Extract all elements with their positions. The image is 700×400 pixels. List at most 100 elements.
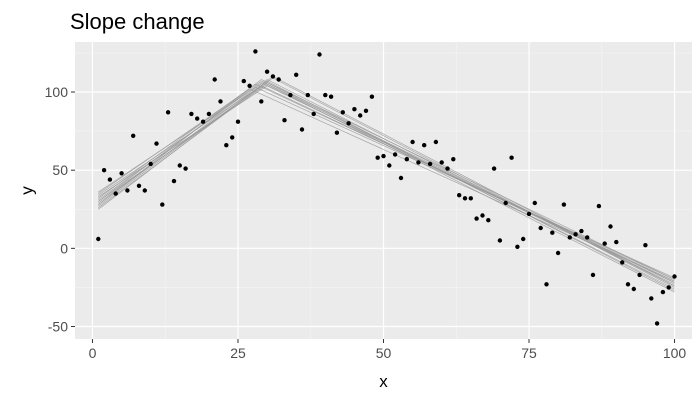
chart-title: Slope change (70, 9, 205, 34)
data-point (416, 160, 421, 165)
y-axis-ticks: -50 0 50 100 (45, 84, 75, 334)
data-point (224, 143, 229, 148)
data-point (387, 163, 392, 168)
data-point (369, 94, 375, 99)
data-point (439, 160, 444, 165)
data-point (480, 213, 485, 218)
x-tick-label: 25 (230, 345, 246, 361)
y-axis-title: y (17, 186, 36, 195)
data-point (660, 289, 666, 295)
data-point (346, 121, 351, 126)
data-point (311, 111, 316, 117)
data-point (567, 235, 572, 240)
data-point (462, 196, 468, 201)
data-point (334, 130, 340, 135)
data-point (654, 321, 660, 326)
data-point (620, 260, 625, 265)
data-point (340, 110, 345, 115)
data-point (259, 99, 264, 104)
data-point (119, 171, 124, 176)
data-point (614, 239, 619, 245)
data-point (381, 153, 386, 159)
data-point (165, 110, 171, 115)
data-point (235, 119, 241, 124)
data-point (515, 244, 520, 249)
data-point (532, 200, 537, 206)
data-point (555, 250, 561, 256)
data-point (253, 49, 258, 54)
fit-line (98, 83, 675, 293)
data-point (509, 155, 514, 160)
data-point (596, 203, 602, 209)
data-point (352, 107, 357, 112)
data-point (189, 111, 194, 117)
data-point (544, 282, 549, 287)
data-point (410, 139, 415, 145)
data-point (550, 230, 555, 235)
data-point (497, 238, 503, 243)
data-point (148, 161, 153, 167)
data-point (358, 113, 363, 118)
major-gridlines (75, 42, 692, 339)
data-point (200, 119, 206, 124)
data-point (602, 241, 607, 246)
data-point (305, 92, 310, 98)
x-tick-label: 0 (89, 345, 97, 361)
y-tick-label: 0 (60, 240, 68, 256)
data-point (294, 72, 299, 78)
x-axis-title: x (379, 372, 388, 391)
data-point (666, 285, 671, 290)
x-tick-label: 100 (663, 345, 687, 361)
data-point (643, 243, 648, 248)
data-point (486, 218, 491, 223)
data-point (177, 163, 182, 168)
data-point (317, 52, 322, 57)
data-point (270, 74, 276, 79)
data-point (113, 191, 118, 196)
data-point (206, 111, 212, 117)
data-point (608, 224, 613, 229)
data-points (96, 49, 677, 326)
data-point (590, 272, 596, 278)
data-point (468, 196, 473, 201)
data-point (526, 211, 532, 217)
data-point (491, 166, 497, 171)
data-point (131, 133, 136, 138)
data-point (521, 236, 526, 242)
data-point (264, 69, 270, 74)
data-point (96, 236, 101, 242)
data-point (195, 116, 200, 121)
data-point (637, 272, 642, 278)
fit-line (98, 85, 675, 284)
data-point (247, 83, 252, 89)
data-point (125, 188, 130, 193)
data-point (363, 108, 369, 114)
data-point (649, 296, 654, 301)
data-point (457, 193, 462, 198)
data-point (427, 161, 433, 167)
data-point (171, 178, 177, 184)
data-point (561, 202, 567, 207)
data-point (218, 99, 223, 104)
data-point (276, 77, 281, 82)
data-point (474, 216, 479, 221)
data-point (323, 92, 328, 98)
data-point (445, 166, 450, 171)
data-point (538, 225, 543, 231)
data-point (288, 92, 293, 98)
data-point (241, 78, 246, 84)
data-point (299, 127, 305, 132)
data-point (212, 77, 217, 82)
x-axis-ticks: 0 25 50 75 100 (89, 339, 687, 361)
data-point (451, 157, 456, 162)
data-point (328, 94, 334, 99)
data-point (230, 135, 235, 140)
x-tick-label: 50 (376, 345, 392, 361)
data-point (433, 139, 439, 145)
data-point (101, 168, 107, 173)
data-point (585, 235, 590, 240)
data-point (282, 118, 287, 123)
y-tick-label: 50 (52, 162, 68, 178)
data-point (136, 183, 142, 188)
